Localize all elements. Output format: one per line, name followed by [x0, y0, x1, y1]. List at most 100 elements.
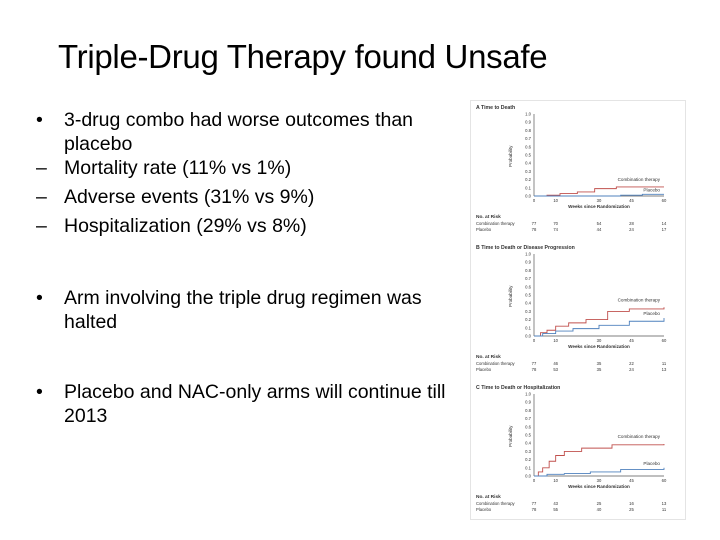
bullet-marker: •	[36, 381, 43, 403]
risk-count-combination: 46	[553, 361, 558, 366]
combination-therapy-label: Combination therapy	[618, 434, 661, 439]
bullet-text: Placebo and NAC-only arms will continue …	[64, 381, 446, 427]
x-tick-label: 45	[629, 198, 634, 203]
y-tick-label: 0.6	[525, 424, 531, 429]
placebo-label: Placebo	[643, 311, 660, 316]
bullet-marker: –	[36, 215, 47, 237]
y-tick-label: 0.0	[525, 474, 531, 479]
bullet-text: Arm involving the triple drug regimen wa…	[64, 287, 422, 333]
risk-count-placebo: 53	[553, 367, 558, 372]
y-tick-label: 0.3	[525, 309, 531, 314]
risk-count-combination: 16	[629, 501, 634, 506]
km-figure-svg: A Time to Death Probability 1.0 0.9 0.8 0.7 0.…	[470, 100, 686, 520]
x-tick-label: 60	[662, 198, 667, 203]
combination-therapy-curve	[534, 307, 665, 337]
placebo-curve	[534, 467, 665, 477]
sub-bullet-item: – Mortality rate (11% vs 1%)	[36, 156, 456, 180]
risk-count-combination: 70	[553, 221, 558, 226]
y-tick-label: 0.7	[525, 136, 531, 141]
y-tick-label: 0.0	[525, 334, 531, 339]
y-tick-label: 0.9	[525, 260, 531, 265]
y-tick-label: 0.9	[525, 120, 531, 125]
y-tick-label: 1.0	[525, 252, 531, 257]
sub-bullet-item: – Adverse events (31% vs 9%)	[36, 185, 456, 209]
risk-count-combination: 77	[532, 501, 537, 506]
x-tick-label: 60	[662, 478, 667, 483]
risk-row-label: Combination therapy	[476, 221, 516, 226]
y-tick-label: 0.1	[525, 465, 531, 470]
y-tick-label: 0.6	[525, 144, 531, 149]
risk-count-placebo: 55	[553, 507, 558, 512]
risk-count-combination: 14	[662, 221, 667, 226]
y-tick-label: 0.3	[525, 169, 531, 174]
risk-count-placebo: 24	[629, 367, 634, 372]
risk-count-combination: 28	[629, 221, 634, 226]
y-tick-label: 0.6	[525, 284, 531, 289]
panel-title: C Time to Death or Hospitalization	[476, 385, 560, 391]
x-axis-label: Weeks since Randomization	[568, 204, 630, 209]
risk-count-combination: 43	[553, 501, 558, 506]
y-tick-label: 0.3	[525, 449, 531, 454]
y-tick-label: 0.0	[525, 194, 531, 199]
bullet-text: Mortality rate (11% vs 1%)	[64, 157, 292, 179]
risk-row-label: Placebo	[476, 507, 492, 512]
risk-table-header: No. at Risk	[476, 354, 501, 360]
risk-count-placebo: 40	[597, 507, 602, 512]
risk-count-combination: 54	[597, 221, 602, 226]
x-tick-label: 30	[597, 478, 602, 483]
y-tick-label: 0.2	[525, 457, 531, 462]
combination-therapy-curve	[534, 444, 665, 477]
bullet-marker: –	[36, 186, 47, 208]
risk-count-combination: 22	[629, 361, 634, 366]
y-tick-label: 0.5	[525, 433, 531, 438]
risk-count-placebo: 13	[662, 367, 667, 372]
risk-count-combination: 77	[532, 361, 537, 366]
panel-title: B Time to Death or Disease Progression	[476, 245, 575, 251]
risk-count-placebo: 78	[532, 507, 537, 512]
x-tick-label: 30	[597, 338, 602, 343]
y-tick-label: 0.4	[525, 441, 531, 446]
risk-count-combination: 77	[532, 221, 537, 226]
bullet-item: • Arm involving the triple drug regimen …	[36, 286, 456, 334]
x-tick-label: 30	[597, 198, 602, 203]
x-tick-label: 10	[553, 478, 558, 483]
x-tick-label: 0	[533, 198, 536, 203]
risk-count-combination: 11	[662, 361, 667, 366]
sub-bullet-item: – Hospitalization (29% vs 8%)	[36, 214, 456, 238]
placebo-curve	[534, 193, 664, 197]
slide-title: Triple-Drug Therapy found Unsafe	[58, 38, 548, 75]
y-tick-label: 1.0	[525, 392, 531, 397]
bullet-list: • 3-drug combo had worse outcomes than p…	[36, 108, 456, 428]
y-tick-label: 0.9	[525, 400, 531, 405]
risk-count-placebo: 17	[662, 227, 667, 232]
x-tick-label: 0	[533, 478, 536, 483]
placebo-label: Placebo	[643, 187, 660, 192]
y-tick-label: 0.4	[525, 161, 531, 166]
risk-count-placebo: 78	[532, 367, 537, 372]
bullet-item: • 3-drug combo had worse outcomes than p…	[36, 108, 456, 156]
risk-row-label: Placebo	[476, 227, 492, 232]
x-tick-label: 0	[533, 338, 536, 343]
risk-row-label: Placebo	[476, 367, 492, 372]
bullet-text: Hospitalization (29% vs 8%)	[64, 215, 307, 237]
risk-count-combination: 13	[662, 501, 667, 506]
x-tick-label: 60	[662, 338, 667, 343]
risk-count-placebo: 25	[629, 507, 634, 512]
risk-count-combination: 25	[597, 501, 602, 506]
y-tick-label: 0.4	[525, 301, 531, 306]
panel-title: A Time to Death	[476, 105, 515, 111]
y-tick-label: 1.0	[525, 112, 531, 117]
risk-count-placebo: 78	[532, 227, 537, 232]
y-tick-label: 0.8	[525, 128, 531, 133]
y-tick-label: 0.1	[525, 185, 531, 190]
y-tick-label: 0.7	[525, 416, 531, 421]
y-axis-label: Probability	[508, 285, 513, 307]
bullet-marker: •	[36, 109, 43, 131]
x-axis-label: Weeks since Randomization	[568, 484, 630, 489]
risk-count-placebo: 11	[662, 507, 667, 512]
y-tick-label: 0.8	[525, 408, 531, 413]
figure-frame	[470, 100, 686, 520]
bullet-marker: •	[36, 287, 43, 309]
km-survival-figure: A Time to Death Probability 1.0 0.9 0.8 0.7 0.…	[470, 100, 686, 520]
